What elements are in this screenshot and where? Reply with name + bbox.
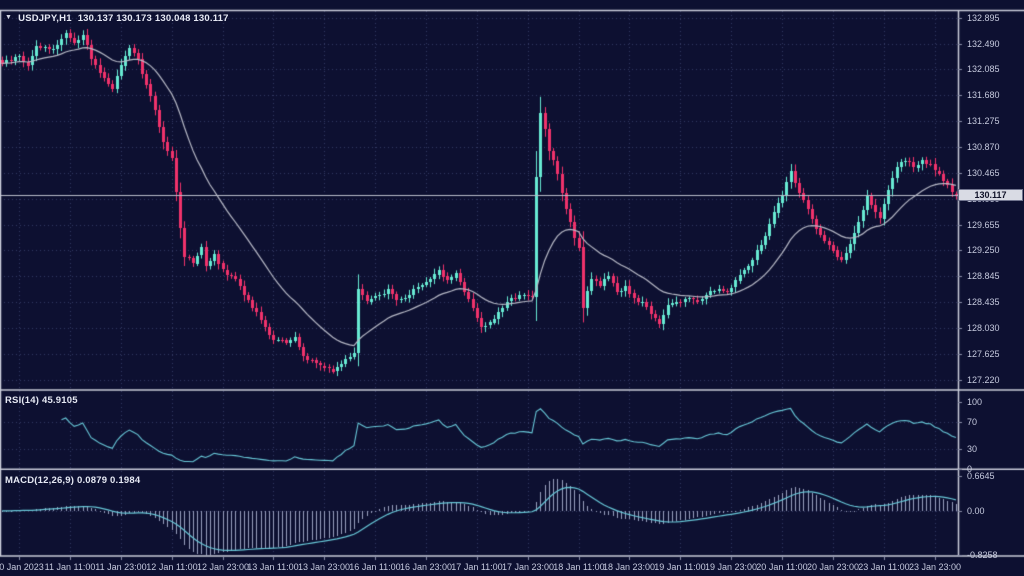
price-axis-label: 132.085 xyxy=(967,64,1000,74)
rsi-axis-label: 30 xyxy=(967,444,978,454)
time-axis-label: 17 Jan 11:00 xyxy=(451,562,503,572)
price-axis-label: 130.465 xyxy=(967,168,1000,178)
rsi-axis-label: 70 xyxy=(967,417,978,427)
macd-axis-label: 0.00 xyxy=(967,506,985,516)
price-axis-label: 132.895 xyxy=(967,13,1000,23)
time-axis-label: 11 Jan 11:00 xyxy=(44,562,96,572)
time-axis-label: 12 Jan 23:00 xyxy=(196,562,250,572)
rsi-axis-label: 0 xyxy=(967,464,973,474)
price-axis-label: 127.625 xyxy=(967,349,1000,359)
price-axis-label: 129.655 xyxy=(967,220,1000,230)
price-axis-label: 127.220 xyxy=(967,375,1000,385)
time-axis-label: 20 Jan 11:00 xyxy=(756,562,808,572)
time-axis-label: 16 Jan 23:00 xyxy=(399,562,453,572)
time-axis-label: 10 Jan 2023 xyxy=(0,562,44,572)
price-axis-label: 129.250 xyxy=(967,245,1000,255)
ohlc-values: 130.137 130.173 130.048 130.117 xyxy=(77,13,229,24)
time-axis-label: 17 Jan 23:00 xyxy=(501,562,555,572)
current-price-tag: 130.117 xyxy=(958,189,1023,201)
time-axis-label: 19 Jan 23:00 xyxy=(704,562,758,572)
symbol-dropdown-icon[interactable]: ▼ xyxy=(5,14,13,21)
time-axis-label: 12 Jan 11:00 xyxy=(146,562,198,572)
price-axis-label: 131.680 xyxy=(967,90,1000,100)
time-axis-label: 23 Jan 11:00 xyxy=(858,562,910,572)
time-axis-label: 20 Jan 23:00 xyxy=(806,562,860,572)
time-axis-label: 18 Jan 23:00 xyxy=(602,562,656,572)
chart-legend: ▼ USDJPY,H1 130.137 130.173 130.048 130.… xyxy=(5,13,229,24)
price-axis-label: 128.435 xyxy=(967,297,1000,307)
rsi-axis-label: 100 xyxy=(967,397,983,407)
price-axis-label: 130.870 xyxy=(967,142,1000,152)
rsi-indicator-label: RSI(14) 45.9105 xyxy=(5,395,78,406)
time-axis-label: 18 Jan 11:00 xyxy=(553,562,605,572)
price-axis-label: 128.030 xyxy=(967,323,1000,333)
time-axis-label: 23 Jan 23:00 xyxy=(908,562,962,572)
time-axis-label: 13 Jan 11:00 xyxy=(247,562,299,572)
time-axis-label: 19 Jan 11:00 xyxy=(654,562,706,572)
time-axis-label: 11 Jan 23:00 xyxy=(95,562,147,572)
time-axis-label: 13 Jan 23:00 xyxy=(297,562,351,572)
time-axis-label: 16 Jan 11:00 xyxy=(349,562,401,572)
symbol-timeframe-label: USDJPY,H1 xyxy=(18,13,72,24)
price-axis-label: 131.275 xyxy=(967,116,1000,126)
macd-axis-label: 0.6645 xyxy=(967,471,995,481)
macd-indicator-label: MACD(12,26,9) 0.0879 0.1984 xyxy=(5,475,141,486)
macd-axis-label: -0.8258 xyxy=(967,550,998,560)
price-axis-label: 128.845 xyxy=(967,271,1000,281)
price-axis-label: 132.490 xyxy=(967,39,1000,49)
